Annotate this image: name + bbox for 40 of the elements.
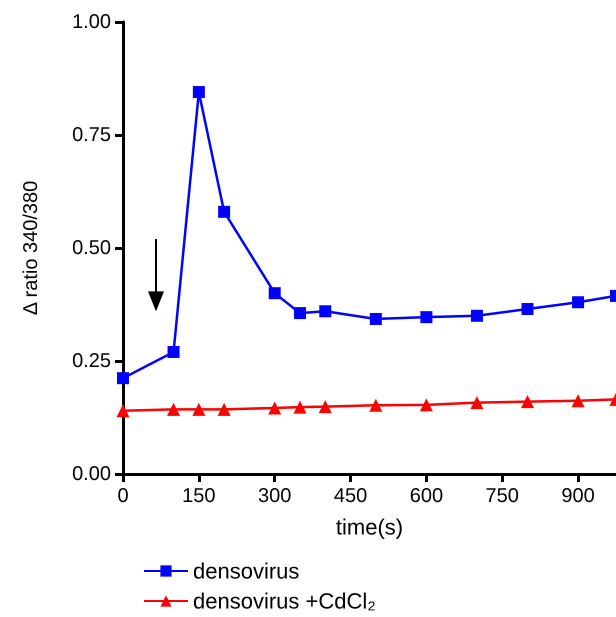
- point: [470, 396, 484, 410]
- legend-label: densovirus: [193, 558, 300, 584]
- x-tick-label: 600: [410, 485, 444, 507]
- point: [522, 303, 534, 316]
- point: [168, 346, 180, 358]
- point: [319, 305, 332, 318]
- point: [117, 372, 129, 384]
- y-tick-label: 0.00: [72, 463, 111, 485]
- point: [268, 287, 281, 300]
- point: [167, 402, 180, 416]
- y-tick-label: 1.00: [72, 11, 111, 33]
- point: [116, 404, 130, 418]
- y-tick-label: 0.25: [72, 350, 111, 372]
- point: [192, 86, 205, 98]
- point: [521, 395, 534, 408]
- x-tick-label: 300: [258, 485, 292, 507]
- point: [470, 310, 483, 322]
- point: [268, 402, 282, 415]
- point: [218, 402, 231, 416]
- point: [294, 307, 306, 320]
- x-axis-title: time(s): [336, 514, 404, 540]
- point: [293, 400, 306, 414]
- point: [572, 394, 585, 408]
- point: [218, 206, 230, 218]
- x-tick-label: 0: [117, 485, 129, 507]
- point: [420, 311, 432, 324]
- x-tick-label: 150: [182, 485, 216, 507]
- y-tick-label: 0.75: [72, 124, 111, 146]
- legend-label: densovirus +CdCl₂: [193, 588, 376, 614]
- y-axis-title: Δ ratio 340/380: [20, 180, 42, 316]
- point: [192, 402, 206, 416]
- x-tick-label: 900: [561, 485, 595, 507]
- x-tick-label: 450: [334, 485, 368, 507]
- x-tick-label: 750: [486, 485, 519, 507]
- point: [369, 398, 382, 412]
- y-tick-label: 0.50: [72, 237, 111, 259]
- point: [370, 312, 382, 325]
- point: [318, 400, 332, 414]
- point: [420, 398, 433, 412]
- point: [572, 296, 584, 308]
